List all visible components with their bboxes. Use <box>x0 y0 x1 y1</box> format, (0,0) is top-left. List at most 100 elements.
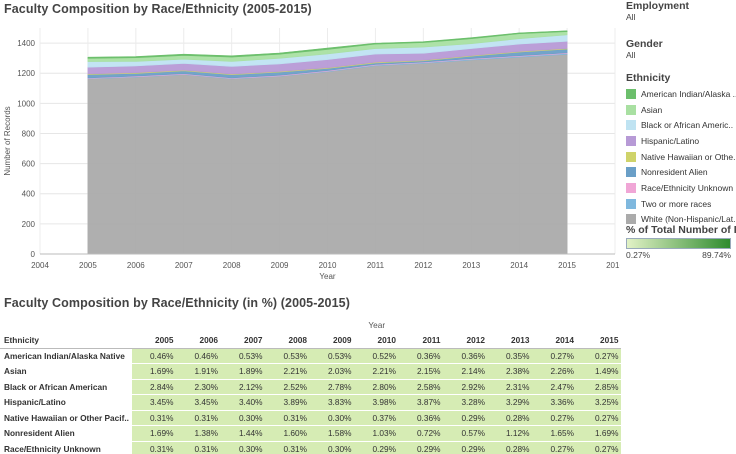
percent-cell: 0.31% <box>265 410 310 426</box>
legend-item[interactable]: American Indian/Alaska .. <box>626 86 736 102</box>
percent-cell: 0.53% <box>309 348 355 364</box>
table-row: Hispanic/Latino 3.45% 3.45% 3.40% 3.89% 3.83%… <box>0 394 622 411</box>
x-tick-label: 2007 <box>175 261 193 270</box>
legend-item[interactable]: Nonresident Alien <box>626 164 736 180</box>
legend-item[interactable]: Hispanic/Latino <box>626 133 736 149</box>
ethnicity-cell: Black or African American <box>0 379 132 395</box>
percent-cell: 0.57% <box>443 425 488 442</box>
percent-cell: 0.27% <box>532 348 577 364</box>
percent-cell: 0.35% <box>487 348 533 364</box>
percent-cell: 3.40% <box>220 394 266 411</box>
legend-label: Asian <box>641 104 663 115</box>
percent-cell: 2.21% <box>265 363 310 380</box>
percent-cell: 0.53% <box>265 348 310 364</box>
ethnicity-cell: Asian <box>0 363 132 380</box>
percent-cell: 0.53% <box>220 348 266 364</box>
legend-item[interactable]: Two or more races <box>626 196 736 212</box>
percent-cell: 0.28% <box>487 441 533 454</box>
legend-swatch <box>626 167 636 178</box>
legend-label: Black or African Americ.. <box>641 120 734 131</box>
percent-cell: 2.78% <box>309 379 355 395</box>
percent-cell: 1.38% <box>176 425 221 442</box>
table-body: American Indian/Alaska Native 0.46% 0.46% 0… <box>0 348 622 454</box>
legend-item[interactable]: Asian <box>626 102 736 118</box>
x-tick-label: 2008 <box>223 261 241 270</box>
x-tick-label: 2004 <box>31 261 49 270</box>
table-row: Race/Ethnicity Unknown 0.31% 0.31% 0.30% 0.3… <box>0 441 622 454</box>
percent-cell: 1.58% <box>309 425 355 442</box>
gender-filter-value[interactable]: All <box>626 50 636 60</box>
year-column-header: 2011 <box>398 332 444 349</box>
gender-filter[interactable]: Gender All <box>626 38 736 60</box>
table-row: Black or African American 2.84% 2.30% 2.12%… <box>0 379 622 395</box>
legend-title: Ethnicity <box>626 72 671 84</box>
percent-cell: 0.72% <box>398 425 444 442</box>
legend-label: Native Hawaiian or Othe.. <box>641 151 736 162</box>
y-axis-title: Number of Records <box>3 106 12 175</box>
x-tick-label: 2010 <box>319 261 337 270</box>
percent-cell: 0.27% <box>532 410 577 426</box>
percent-cell: 1.69% <box>576 425 622 442</box>
percent-cell: 1.12% <box>487 425 533 442</box>
legend-item[interactable]: White (Non-Hispanic/Lat.. <box>626 212 736 228</box>
y-tick-label: 1200 <box>17 69 35 78</box>
percent-cell: 2.26% <box>532 363 577 380</box>
legend-label: American Indian/Alaska .. <box>641 88 736 99</box>
percent-cell: 2.14% <box>443 363 488 380</box>
x-tick-label: 2016 <box>606 261 620 270</box>
percent-cell: 3.83% <box>309 394 355 411</box>
year-column-header: 2007 <box>220 332 266 349</box>
chart-axes: 0 200 400 600 800 1000 1200 1400 2004 2005 2006 200… <box>3 39 620 280</box>
percent-cell: 3.28% <box>443 394 488 411</box>
year-header: Year <box>368 319 386 330</box>
area-series-edge <box>87 30 568 58</box>
table-row: American Indian/Alaska Native 0.46% 0.46% 0… <box>0 348 622 364</box>
percent-cell: 0.27% <box>532 441 577 454</box>
employment-filter-value[interactable]: All <box>626 12 636 22</box>
color-scale-max: 89.74% <box>702 250 731 260</box>
table-corner <box>0 317 132 333</box>
x-tick-label: 2012 <box>414 261 432 270</box>
x-tick-label: 2011 <box>367 261 385 270</box>
year-column-header: 2013 <box>487 332 533 349</box>
y-tick-label: 400 <box>22 190 36 199</box>
percent-cell: 2.92% <box>443 379 488 395</box>
percent-cell: 2.47% <box>532 379 577 395</box>
ethnicity-cell: Native Hawaiian or Other Pacif.. <box>0 410 132 426</box>
percent-cell: 0.36% <box>398 410 444 426</box>
legend-item[interactable]: Native Hawaiian or Othe.. <box>626 149 736 165</box>
percent-cell: 0.27% <box>576 441 622 454</box>
percent-cell: 0.37% <box>354 410 399 426</box>
percent-cell: 2.03% <box>309 363 355 380</box>
percent-cell: 0.29% <box>398 441 444 454</box>
percent-cell: 2.12% <box>220 379 266 395</box>
year-column-header: 2014 <box>532 332 577 349</box>
table-row: Native Hawaiian or Other Pacif.. 0.31% 0.3… <box>0 410 622 426</box>
percent-cell: 2.84% <box>131 379 177 395</box>
ethnicity-cell: Race/Ethnicity Unknown <box>0 441 132 454</box>
y-tick-label: 1000 <box>17 99 35 108</box>
percent-cell: 2.38% <box>487 363 533 380</box>
ethnicity-cell: Nonresident Alien <box>0 425 132 442</box>
legend-swatch <box>626 214 636 225</box>
percent-cell: 0.46% <box>176 348 221 364</box>
year-column-header: 2009 <box>309 332 355 349</box>
percent-cell: 0.31% <box>176 441 221 454</box>
y-tick-label: 1400 <box>17 39 35 48</box>
percent-cell: 0.30% <box>220 410 266 426</box>
percent-cell: 2.15% <box>398 363 444 380</box>
color-scale-legend: % of Total Number of Re.. 0.27% 89.74% <box>626 224 736 260</box>
legend-item[interactable]: Race/Ethnicity Unknown <box>626 180 736 196</box>
legend-swatch <box>626 104 636 115</box>
legend-item[interactable]: Black or African Americ.. <box>626 117 736 133</box>
percent-cell: 2.58% <box>398 379 444 395</box>
percent-cell: 0.31% <box>265 441 310 454</box>
percent-cell: 0.27% <box>576 348 622 364</box>
employment-filter[interactable]: Employment All <box>626 0 736 22</box>
chart-areas <box>87 30 568 255</box>
percent-cell: 2.30% <box>176 379 221 395</box>
percent-cell: 3.98% <box>354 394 399 411</box>
percent-cell: 1.03% <box>354 425 399 442</box>
legend-label: Nonresident Alien <box>641 167 708 178</box>
percent-cell: 0.28% <box>487 410 533 426</box>
